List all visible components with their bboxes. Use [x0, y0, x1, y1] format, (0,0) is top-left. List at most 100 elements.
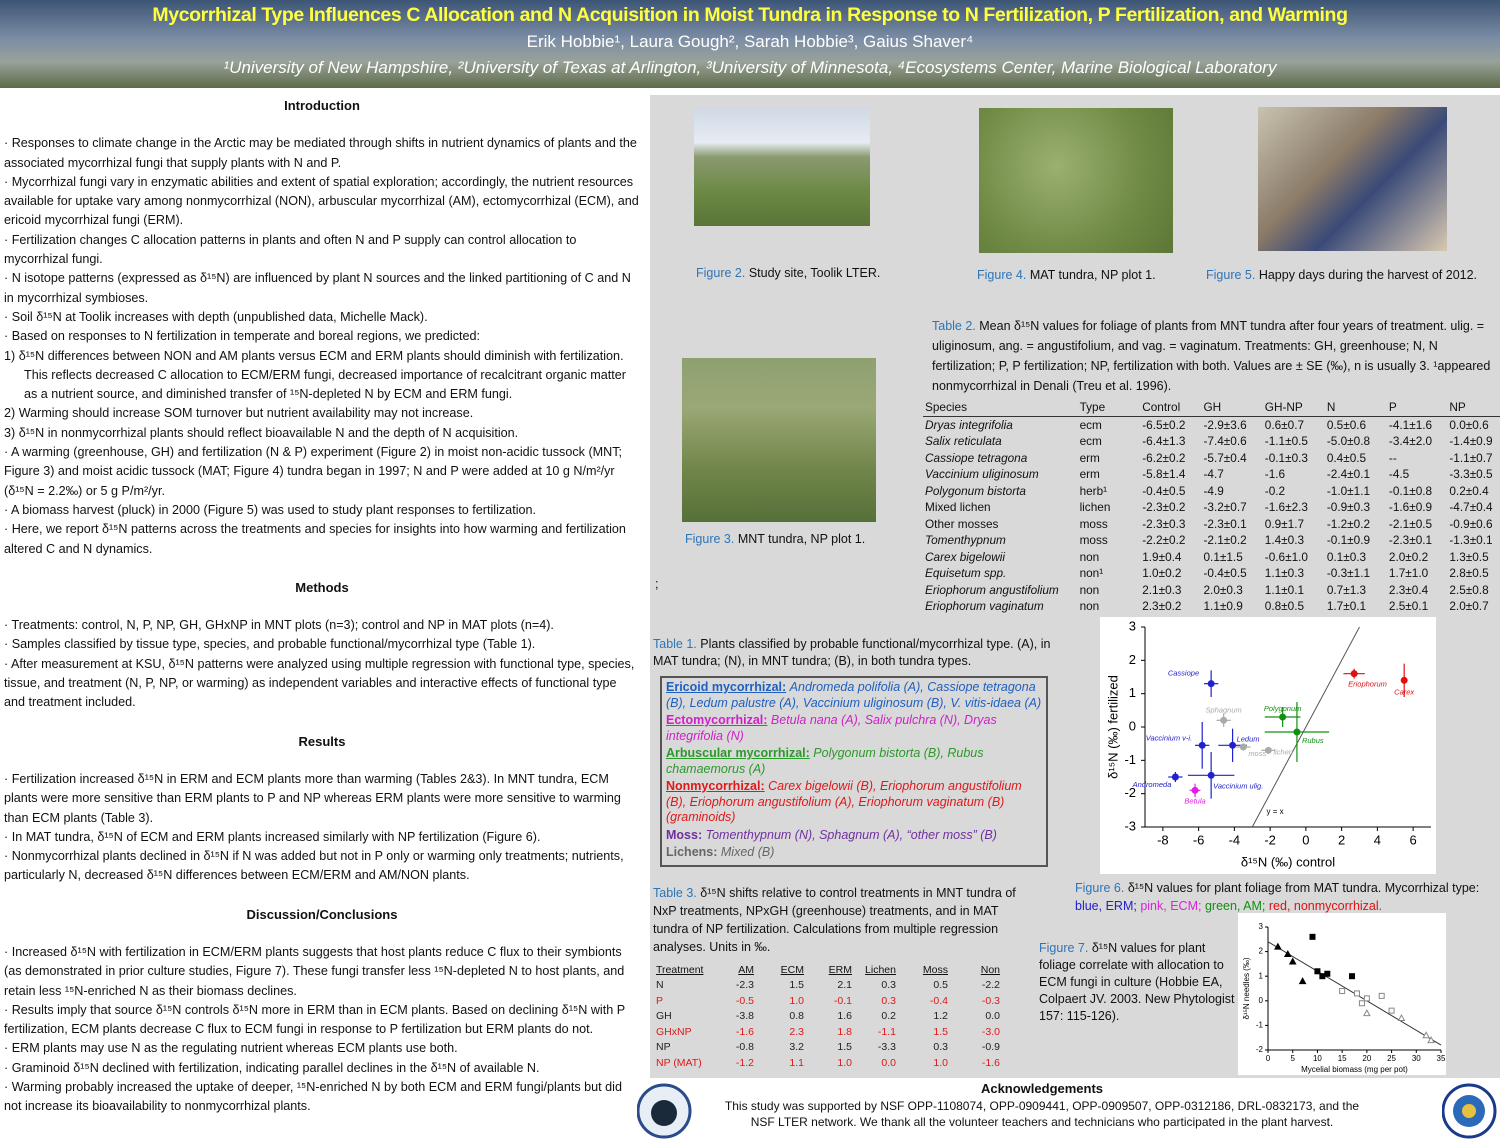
cell: 0.5	[933, 979, 948, 992]
cell: 2.3	[789, 1025, 804, 1038]
point	[1239, 743, 1247, 751]
table1-entry: Lichens: Mixed (B)	[666, 845, 1042, 861]
cell: 3.2	[789, 1041, 804, 1054]
point	[1314, 968, 1321, 975]
point	[1264, 746, 1272, 754]
cell: -4.9	[1203, 483, 1224, 498]
figure3-caption: Figure 3. MNT tundra, NP plot 1.	[685, 532, 865, 546]
cell: -6.4±1.3	[1142, 434, 1186, 449]
caption-text: MNT tundra, NP plot 1.	[737, 532, 866, 546]
table-row: Equisetum spp. non¹ 1.0±0.2 -0.4±0.5 1.1±0.3…	[923, 565, 1500, 582]
table-row: Vaccinium uliginosum erm -5.8±1.4 -4.7 -1.6 -…	[923, 466, 1500, 483]
cell: -6.5±0.2	[1142, 417, 1186, 432]
table-row: Other mosses moss -2.3±0.3 -2.3±0.1 0.9±1.7 -…	[923, 516, 1500, 533]
margin-mark: ;	[655, 577, 659, 591]
x-tick-label: 10	[1313, 1054, 1322, 1063]
photo-mnt-tundra	[682, 358, 876, 522]
reference-label: y = x	[1267, 807, 1284, 816]
point	[1378, 992, 1385, 999]
x-tick-label: 0	[1302, 832, 1309, 847]
table-row: Carex bigelowii non 1.9±0.4 0.1±1.5 -0.6±1.0…	[923, 549, 1500, 566]
column-header: Species	[923, 399, 1078, 417]
column-header: GH	[1201, 399, 1263, 417]
cell: -0.9±0.3	[1326, 500, 1371, 515]
bullet-text: · Soil δ¹⁵N at Toolik increases with dep…	[4, 309, 428, 324]
figure7-caption: Figure 7. δ¹⁵N values for plant foliage …	[1039, 940, 1237, 1025]
cell: 0.0	[985, 1010, 1000, 1023]
bullet-text: 1) δ¹⁵N differences between NON and AM p…	[4, 348, 626, 402]
column-header: Non	[980, 963, 1000, 976]
cell: 0.3	[933, 1041, 948, 1054]
x-tick-label: 15	[1338, 1054, 1347, 1063]
bullet-text: · Increased δ¹⁵N with fertilization in E…	[4, 944, 625, 998]
cell: -3.0	[981, 1025, 1000, 1038]
x-axis-label: δ¹⁵N (‰) control	[1241, 854, 1335, 869]
entry-name: Lichens:	[666, 845, 718, 859]
cell: -0.1±0.9	[1326, 533, 1371, 548]
point	[1363, 1009, 1371, 1017]
authors: Erik Hobbie¹, Laura Gough², Sarah Hobbie…	[526, 32, 974, 51]
species-cell: Mixed lichen	[925, 500, 991, 515]
bullet-text: · Treatments: control, N, P, NP, GH, GHx…	[4, 618, 554, 633]
x-tick-label: -2	[1264, 832, 1276, 847]
cell: erm	[1079, 467, 1100, 482]
point	[1309, 933, 1316, 940]
figure7-chart: 0 5 10 15 20 25 30 35 -2 -1 0 1 2 3 Mycelial biomass (…	[1238, 913, 1446, 1075]
cell: -0.3	[981, 994, 1000, 1007]
cell: -0.9	[981, 1041, 1000, 1054]
point-label: moss	[1248, 749, 1266, 758]
entry-name: Moss:	[666, 827, 703, 842]
caption-label: Figure 2.	[696, 266, 746, 280]
cell: moss	[1079, 533, 1108, 548]
entry-text: Polygonum bistorta (B), Rubus chamaemoru…	[666, 746, 984, 776]
legend-entry: pink, ECM;	[1140, 899, 1202, 913]
x-tick-label: 5	[1290, 1054, 1295, 1063]
point	[1207, 771, 1215, 779]
cell: NP	[656, 1041, 671, 1054]
cell: 1.1	[789, 1056, 804, 1069]
point	[1229, 741, 1237, 749]
point-label: Sphagnum	[1206, 705, 1242, 714]
table2: Species Type Control GH GH-NP N P NP Dryas integ…	[923, 399, 1500, 615]
cell: 0.0±0.6	[1449, 417, 1489, 432]
cell: 0.1±1.5	[1203, 549, 1243, 564]
point-label: Betula	[1184, 796, 1205, 805]
x-tick-label: 35	[1437, 1054, 1446, 1063]
point-label: Carex	[1394, 687, 1414, 696]
cell: herb¹	[1079, 483, 1108, 498]
column-header: Control	[1140, 399, 1202, 417]
introduction-section: Introduction · Responses to climate chang…	[4, 96, 640, 559]
cell: -4.7±0.4	[1449, 500, 1493, 515]
caption-label: Figure 4.	[977, 268, 1027, 282]
cell: -7.4±0.6	[1203, 434, 1247, 449]
species-cell: Equisetum spp.	[925, 566, 1007, 581]
cell: -0.5	[735, 994, 754, 1007]
x-tick-label: 20	[1362, 1054, 1371, 1063]
point	[1353, 990, 1360, 997]
photo-mat-tundra	[979, 108, 1173, 253]
x-tick-label: 4	[1374, 832, 1381, 847]
section-heading: Results	[298, 733, 346, 749]
y-axis-label: δ¹⁵N (‰) fertilized	[1105, 675, 1120, 779]
caption-text: Mean δ¹⁵N values for foliage of plants f…	[932, 319, 1491, 393]
legend-entry: blue, ERM;	[1075, 899, 1137, 913]
cell: -1.6±0.9	[1388, 500, 1433, 515]
column-header: Treatment	[656, 963, 704, 976]
y-tick-label: 0	[1129, 718, 1136, 733]
table-row: N -2.3 1.5 2.1 0.3 0.5 -2.2	[656, 978, 1000, 994]
cell: 2.8±0.5	[1449, 566, 1489, 581]
caption-label: Figure 6.	[1075, 881, 1125, 895]
column-header: AM	[738, 963, 754, 976]
cell: -2.2	[981, 979, 1000, 992]
species-cell: Tomenthypnum	[925, 533, 1006, 548]
cell: NP (MAT)	[656, 1056, 702, 1069]
point	[1427, 1036, 1435, 1044]
x-tick-label: 0	[1266, 1054, 1271, 1063]
bullet-text: · Graminoid δ¹⁵N declined with fertiliza…	[4, 1060, 540, 1075]
y-tick-label: 2	[1259, 947, 1264, 956]
column-header: N	[1324, 399, 1387, 417]
left-column: Introduction · Responses to climate chang…	[4, 96, 640, 1126]
table-row: GH -3.8 0.8 1.6 0.2 1.2 0.0	[656, 1009, 1000, 1025]
x-axis-label: Mycelial biomass (mg per pot)	[1301, 1065, 1408, 1074]
